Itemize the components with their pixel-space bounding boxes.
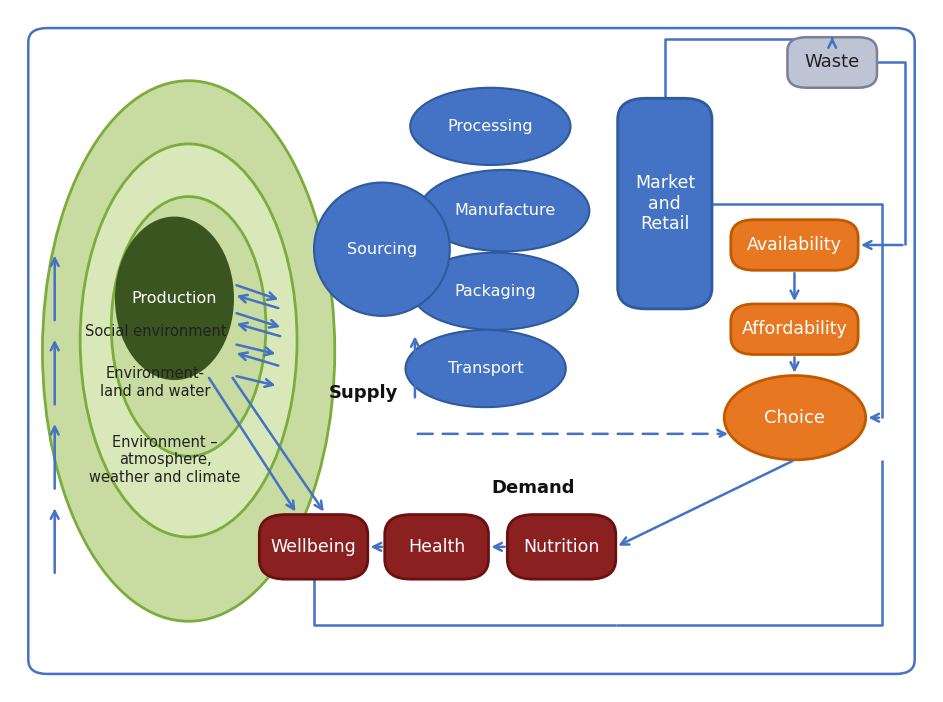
Text: Processing: Processing [448,119,533,134]
Text: Sourcing: Sourcing [347,241,417,257]
Ellipse shape [80,144,297,537]
Ellipse shape [111,197,266,456]
FancyBboxPatch shape [259,515,368,579]
FancyBboxPatch shape [787,37,877,88]
Text: Choice: Choice [765,409,825,427]
FancyBboxPatch shape [731,304,858,355]
FancyBboxPatch shape [385,515,488,579]
FancyBboxPatch shape [618,98,712,309]
Text: Affordability: Affordability [741,320,848,338]
Ellipse shape [410,88,571,165]
Text: Demand: Demand [491,479,574,497]
FancyBboxPatch shape [507,515,616,579]
Text: Wellbeing: Wellbeing [271,538,356,556]
Text: Manufacture: Manufacture [454,203,555,218]
Text: Packaging: Packaging [455,284,536,299]
Text: Supply: Supply [328,384,398,402]
Text: Availability: Availability [747,236,842,254]
Text: Waste: Waste [804,53,860,72]
Ellipse shape [724,376,866,460]
Ellipse shape [420,170,589,251]
Text: Market
and
Retail: Market and Retail [635,174,695,233]
Text: Environment-
land and water: Environment- land and water [100,366,211,399]
Ellipse shape [42,81,335,621]
Text: Transport: Transport [448,361,523,376]
Text: Environment –
atmosphere,
weather and climate: Environment – atmosphere, weather and cl… [90,435,240,484]
FancyBboxPatch shape [731,220,858,270]
Text: Nutrition: Nutrition [523,538,600,556]
Ellipse shape [412,253,578,330]
Ellipse shape [116,218,233,379]
Text: Social environment: Social environment [85,324,226,339]
Ellipse shape [314,183,450,316]
Text: Production: Production [132,291,217,306]
Text: Health: Health [408,538,465,556]
Ellipse shape [405,330,566,407]
